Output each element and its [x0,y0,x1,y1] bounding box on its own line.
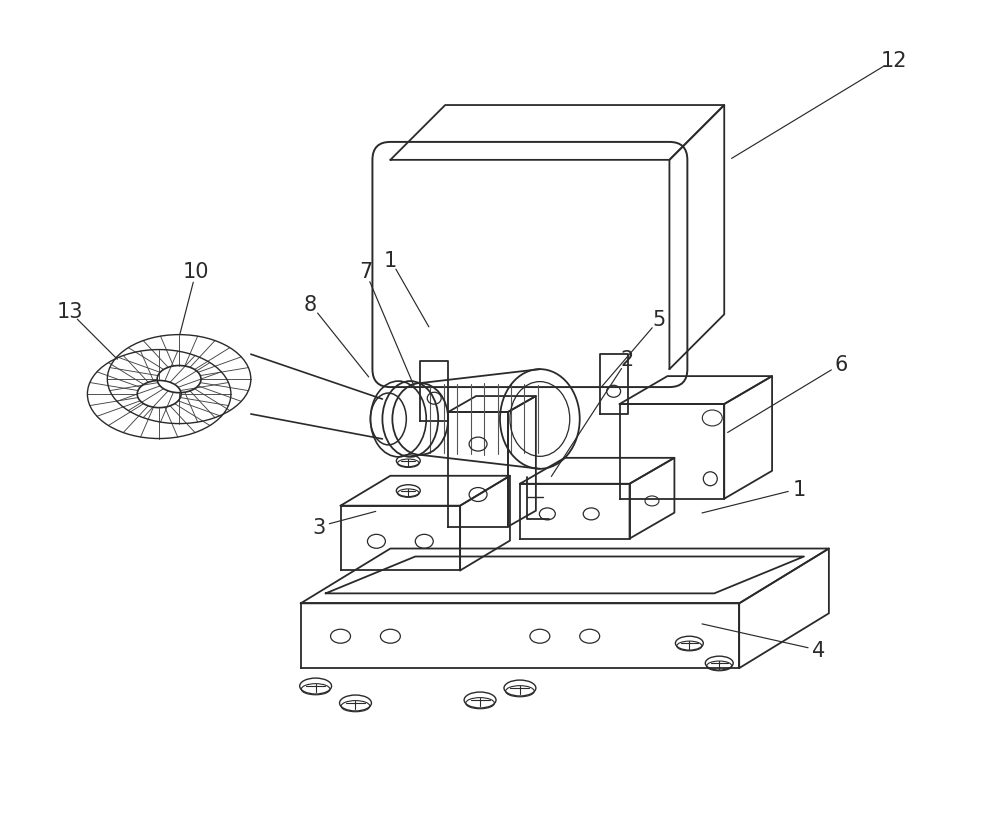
Text: 3: 3 [312,517,325,537]
Text: 5: 5 [653,310,666,330]
Text: 8: 8 [304,295,317,315]
Text: 7: 7 [359,262,372,282]
Text: 1: 1 [384,250,397,270]
Text: 6: 6 [834,355,848,375]
Text: 13: 13 [56,302,83,322]
Text: 4: 4 [812,640,826,660]
Text: 1: 1 [792,479,806,499]
Text: 2: 2 [621,350,634,369]
Text: 10: 10 [183,262,209,282]
Text: 12: 12 [880,51,907,71]
